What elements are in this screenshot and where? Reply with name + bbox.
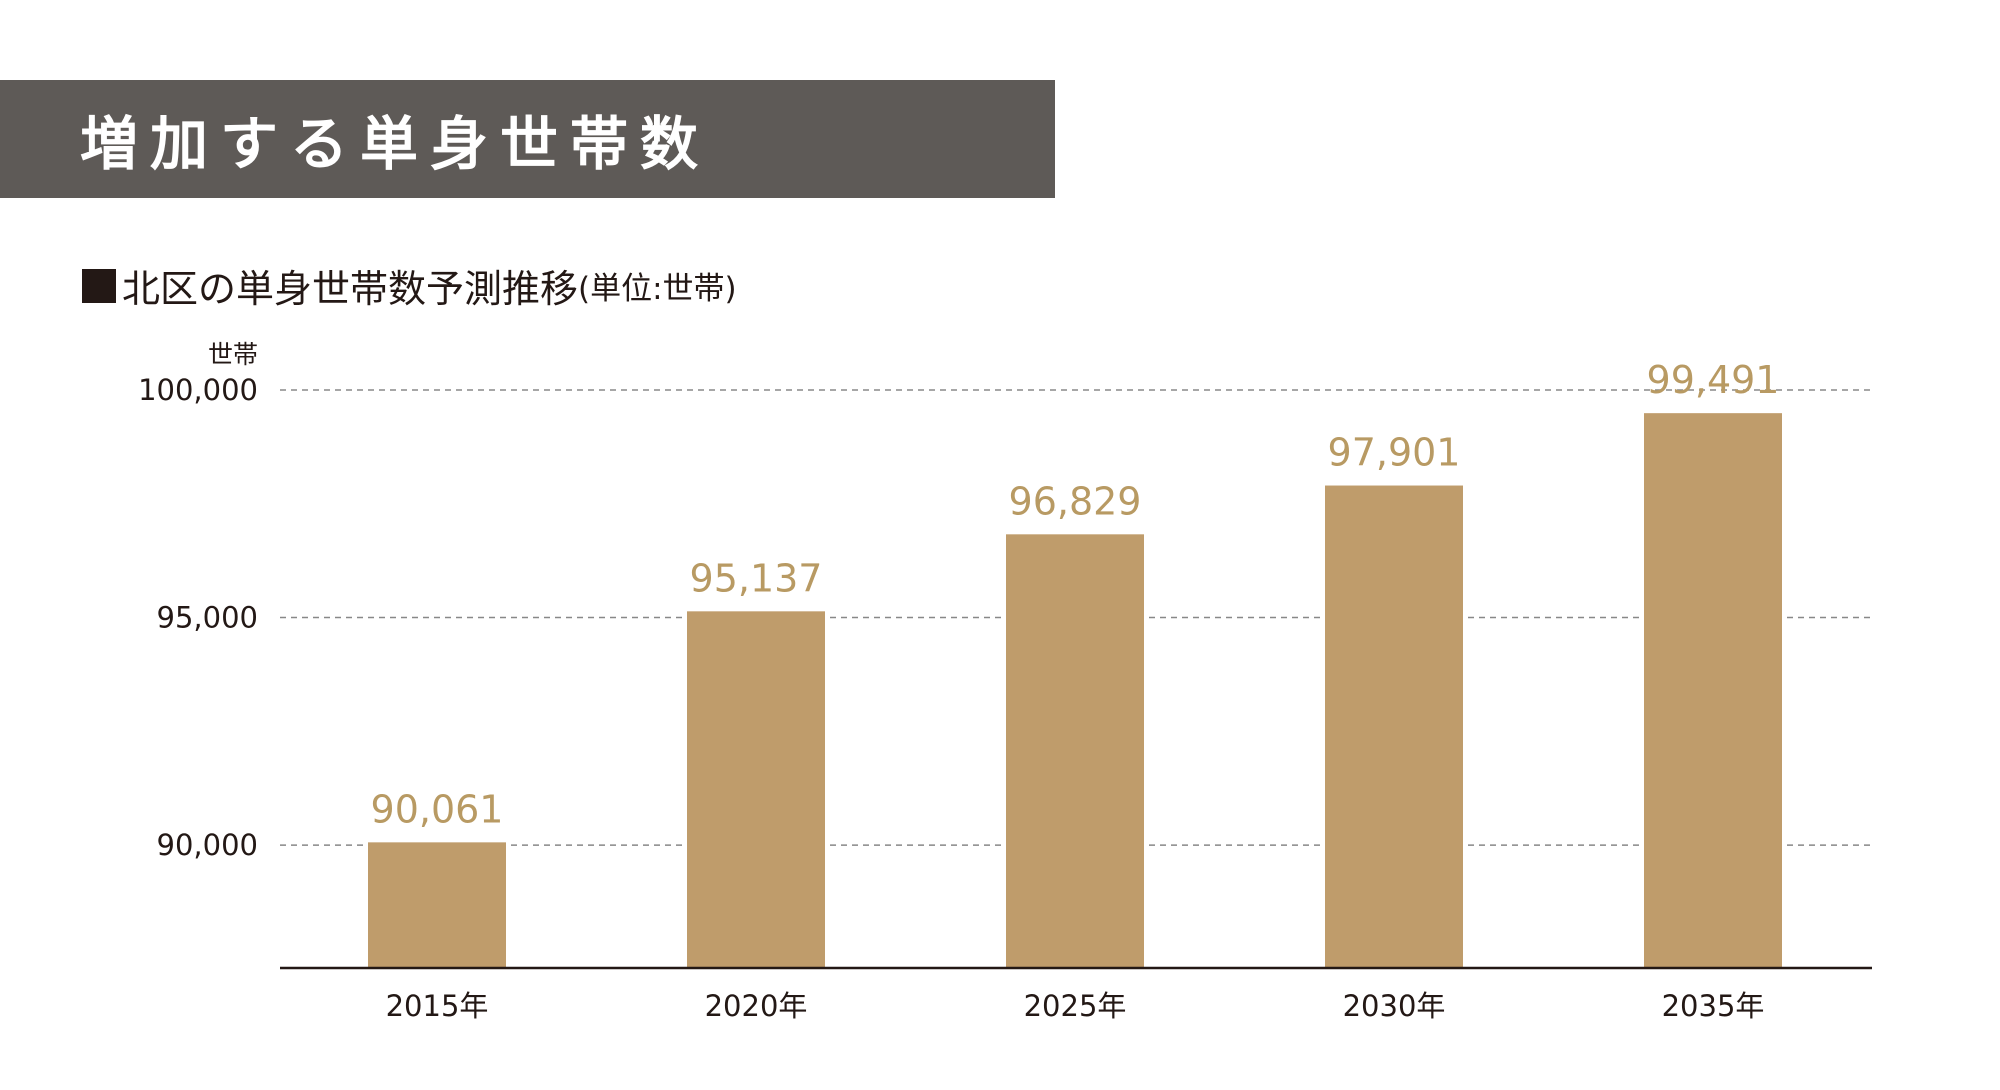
bar-2020年 <box>687 611 825 968</box>
subtitle-main: 北区の単身世帯数予測推移 <box>122 267 579 311</box>
y-tick-label: 95,000 <box>157 601 258 635</box>
y-tick-label: 90,000 <box>157 828 258 862</box>
value-label: 90,061 <box>371 787 504 831</box>
subtitle-unit: (単位:世帯) <box>578 271 737 307</box>
bar-2030年 <box>1325 485 1463 968</box>
value-label: 97,901 <box>1328 431 1461 475</box>
black-square-icon <box>82 268 116 303</box>
value-label: 96,829 <box>1009 479 1142 523</box>
y-tick-label: 100,000 <box>138 373 258 407</box>
x-tick-label: 2020年 <box>705 989 808 1023</box>
x-tick-label: 2030年 <box>1343 989 1446 1023</box>
x-tick-label: 2035年 <box>1662 989 1765 1023</box>
bar-2035年 <box>1644 413 1782 968</box>
bar-2015年 <box>368 842 506 968</box>
x-tick-label: 2015年 <box>386 989 489 1023</box>
value-label: 95,137 <box>690 556 823 600</box>
bar-2025年 <box>1006 534 1144 968</box>
value-label: 99,491 <box>1647 358 1780 402</box>
y-axis-unit-label: 世帯 <box>208 340 258 369</box>
title-banner: 増加する単身世帯数 <box>0 80 1055 198</box>
x-tick-label: 2025年 <box>1024 989 1127 1023</box>
page-title: 増加する単身世帯数 <box>80 110 711 178</box>
chart-subtitle: 北区の単身世帯数予測推移 (単位:世帯) <box>82 258 737 313</box>
